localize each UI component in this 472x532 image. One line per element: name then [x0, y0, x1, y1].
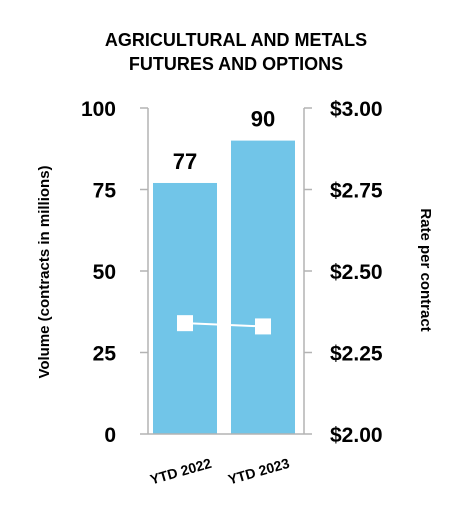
bar-1 — [153, 182, 217, 434]
y-tick-label-0: 0 — [104, 424, 116, 447]
rate-marker-2 — [255, 318, 271, 335]
y2-tick-label-4: $3.00 — [330, 98, 383, 121]
x-tick-label-1: YTD 2023 — [226, 455, 291, 488]
y-tick-label-2: 50 — [93, 261, 116, 284]
y-tick-label-3: 75 — [93, 180, 117, 203]
y2-tick-label-0: $2.00 — [330, 424, 383, 447]
x-tick-label-0: YTD 2022 — [148, 455, 213, 488]
bar-2 — [231, 140, 295, 434]
rate-line — [184, 322, 264, 328]
y2-tick-label-1: $2.25 — [330, 343, 383, 366]
y2-tick-label-2: $2.50 — [330, 261, 383, 284]
bar-data-label-1: 77 — [173, 149, 197, 174]
y2-axis-label: Rate per contract — [417, 208, 434, 331]
y-tick-label-1: 25 — [93, 343, 117, 366]
plot-area: 77 90 0 25 50 75 100 $2.00 $2.25 $2.50 $2.75 $3.00 Y… — [81, 98, 383, 488]
rate-marker-1 — [177, 315, 193, 332]
bar-data-label-2: 90 — [251, 107, 275, 132]
y-tick-label-4: 100 — [81, 98, 116, 121]
y2-tick-label-3: $2.75 — [330, 180, 383, 203]
chart-title-line-2: FUTURES AND OPTIONS — [129, 54, 343, 74]
chart-title-line-1: AGRICULTURAL AND METALS — [105, 30, 367, 50]
y-axis-label: Volume (contracts in millions) — [36, 165, 53, 378]
